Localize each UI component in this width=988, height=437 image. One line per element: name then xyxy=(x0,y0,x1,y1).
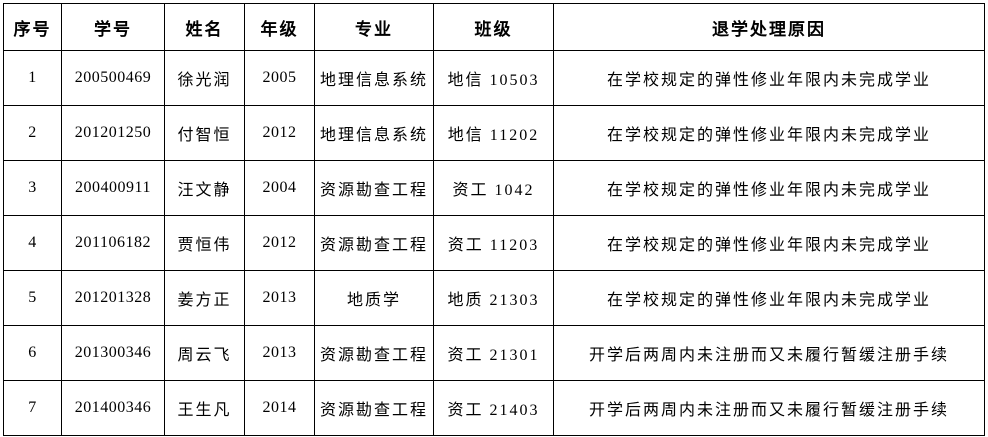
cell-no: 7 xyxy=(3,380,62,436)
cell-major: 资源勘查工程 xyxy=(314,215,434,271)
table-header-row: 序号 学号 姓名 年级 专业 班级 退学处理原因 xyxy=(3,3,985,51)
cell-grade: 2013 xyxy=(244,270,315,326)
cell-grade: 2014 xyxy=(244,380,315,436)
cell-class: 地质 21303 xyxy=(433,270,554,326)
cell-no: 1 xyxy=(3,50,62,106)
table-row: 7 201400346 王生凡 2014 资源勘查工程 资工 21403 开学后… xyxy=(3,380,985,436)
cell-reason: 开学后两周内未注册而又未履行暂缓注册手续 xyxy=(553,325,985,381)
header-reason: 退学处理原因 xyxy=(553,3,985,51)
cell-grade: 2005 xyxy=(244,50,315,106)
cell-no: 5 xyxy=(3,270,62,326)
cell-name: 贾恒伟 xyxy=(164,215,245,271)
cell-reason: 在学校规定的弹性修业年限内未完成学业 xyxy=(553,270,985,326)
cell-major: 资源勘查工程 xyxy=(314,380,434,436)
cell-reason: 开学后两周内未注册而又未履行暂缓注册手续 xyxy=(553,380,985,436)
cell-student-id: 200500469 xyxy=(61,50,165,106)
withdrawal-table: 序号 学号 姓名 年级 专业 班级 退学处理原因 1 200500469 徐光润… xyxy=(3,3,985,436)
header-no: 序号 xyxy=(3,3,62,51)
cell-class: 资工 1042 xyxy=(433,160,554,216)
cell-grade: 2012 xyxy=(244,215,315,271)
cell-name: 王生凡 xyxy=(164,380,245,436)
cell-no: 3 xyxy=(3,160,62,216)
cell-no: 4 xyxy=(3,215,62,271)
cell-reason: 在学校规定的弹性修业年限内未完成学业 xyxy=(553,215,985,271)
table-row: 5 201201328 姜方正 2013 地质学 地质 21303 在学校规定的… xyxy=(3,270,985,326)
table-row: 1 200500469 徐光润 2005 地理信息系统 地信 10503 在学校… xyxy=(3,50,985,106)
cell-student-id: 201201250 xyxy=(61,105,165,161)
cell-grade: 2012 xyxy=(244,105,315,161)
header-name: 姓名 xyxy=(164,3,245,51)
cell-reason: 在学校规定的弹性修业年限内未完成学业 xyxy=(553,50,985,106)
cell-student-id: 201400346 xyxy=(61,380,165,436)
header-major: 专业 xyxy=(314,3,434,51)
cell-class: 资工 11203 xyxy=(433,215,554,271)
table-row: 2 201201250 付智恒 2012 地理信息系统 地信 11202 在学校… xyxy=(3,105,985,161)
cell-class: 资工 21301 xyxy=(433,325,554,381)
cell-student-id: 201300346 xyxy=(61,325,165,381)
cell-class: 资工 21403 xyxy=(433,380,554,436)
table-row: 4 201106182 贾恒伟 2012 资源勘查工程 资工 11203 在学校… xyxy=(3,215,985,271)
cell-major: 资源勘查工程 xyxy=(314,325,434,381)
cell-major: 地理信息系统 xyxy=(314,105,434,161)
header-class: 班级 xyxy=(433,3,554,51)
cell-name: 汪文静 xyxy=(164,160,245,216)
cell-name: 付智恒 xyxy=(164,105,245,161)
cell-grade: 2004 xyxy=(244,160,315,216)
cell-no: 2 xyxy=(3,105,62,161)
cell-grade: 2013 xyxy=(244,325,315,381)
header-grade: 年级 xyxy=(244,3,315,51)
table-row: 3 200400911 汪文静 2004 资源勘查工程 资工 1042 在学校规… xyxy=(3,160,985,216)
header-student-id: 学号 xyxy=(61,3,165,51)
cell-class: 地信 10503 xyxy=(433,50,554,106)
cell-student-id: 200400911 xyxy=(61,160,165,216)
cell-name: 徐光润 xyxy=(164,50,245,106)
cell-reason: 在学校规定的弹性修业年限内未完成学业 xyxy=(553,160,985,216)
cell-major: 地理信息系统 xyxy=(314,50,434,106)
cell-name: 姜方正 xyxy=(164,270,245,326)
cell-no: 6 xyxy=(3,325,62,381)
table-row: 6 201300346 周云飞 2013 资源勘查工程 资工 21301 开学后… xyxy=(3,325,985,381)
cell-major: 地质学 xyxy=(314,270,434,326)
cell-major: 资源勘查工程 xyxy=(314,160,434,216)
cell-reason: 在学校规定的弹性修业年限内未完成学业 xyxy=(553,105,985,161)
cell-name: 周云飞 xyxy=(164,325,245,381)
cell-student-id: 201201328 xyxy=(61,270,165,326)
cell-student-id: 201106182 xyxy=(61,215,165,271)
cell-class: 地信 11202 xyxy=(433,105,554,161)
